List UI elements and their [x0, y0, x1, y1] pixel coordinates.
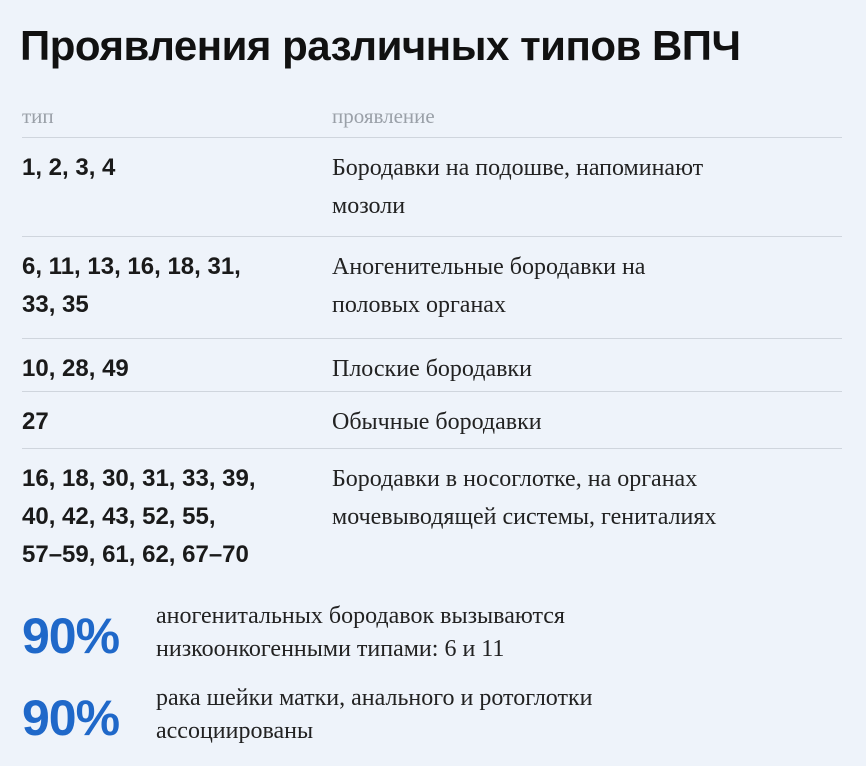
row-types-line: 27	[22, 408, 49, 435]
stat-description: аногенитальных бородавок вызываются низк…	[156, 600, 846, 666]
table-row: 6, 11, 13, 16, 18, 31, 33, 35 Аногенител…	[22, 236, 842, 338]
row-types: 1, 2, 3, 4	[22, 149, 312, 187]
row-types-line: 10, 28, 49	[22, 355, 129, 382]
row-description-line: Плоские бородавки	[332, 356, 532, 382]
page-title: Проявления различных типов ВПЧ	[20, 22, 741, 69]
row-description-line: Аногенительные бородавки на	[332, 254, 646, 280]
row-types-line: 57–59, 61, 62, 67–70	[22, 541, 249, 568]
row-description-line: Обычные бородавки	[332, 409, 542, 435]
row-description: Обычные бородавки	[332, 403, 842, 441]
row-description-line: мозоли	[332, 193, 406, 219]
column-header-manifestation: проявление	[332, 104, 435, 128]
table-row: 27 Обычные бородавки	[22, 391, 842, 448]
stat-description-line: аногенитальных бородавок вызываются	[156, 603, 565, 629]
row-description-line: Бородавки на подошве, напоминают	[332, 155, 704, 181]
table-row: 1, 2, 3, 4 Бородавки на подошве, напомин…	[22, 137, 842, 236]
stat-description: рака шейки матки, анального и ротоглотки…	[156, 682, 846, 748]
row-description: Плоские бородавки	[332, 350, 842, 388]
table-row: 16, 18, 30, 31, 33, 39, 40, 42, 43, 52, …	[22, 448, 842, 588]
row-description: Бородавки на подошве, напоминают мозоли	[332, 149, 842, 225]
row-types-line: 40, 42, 43, 52, 55,	[22, 503, 216, 530]
stat-block: 90% рака шейки матки, анального и ротогл…	[22, 685, 852, 750]
row-types-line: 1, 2, 3, 4	[22, 154, 116, 181]
row-types: 27	[22, 403, 312, 441]
stat-percentage: 90%	[22, 690, 120, 746]
row-description: Бородавки в носоглотке, на органах мочев…	[332, 460, 842, 536]
row-description-line: половых органах	[332, 292, 506, 318]
row-types: 6, 11, 13, 16, 18, 31, 33, 35	[22, 248, 312, 324]
row-types: 16, 18, 30, 31, 33, 39, 40, 42, 43, 52, …	[22, 460, 312, 574]
hpv-types-table: 1, 2, 3, 4 Бородавки на подошве, напомин…	[22, 137, 842, 588]
row-types-line: 33, 35	[22, 291, 89, 318]
row-description-line: Бородавки в носоглотке, на органах	[332, 466, 698, 492]
row-types: 10, 28, 49	[22, 350, 312, 388]
stat-description-line: низкоонкогенными типами: 6 и 11	[156, 636, 505, 662]
stat-description-line: ассоциированы	[156, 718, 314, 744]
row-types-line: 16, 18, 30, 31, 33, 39,	[22, 465, 256, 492]
column-header-type: тип	[22, 104, 54, 128]
row-description: Аногенительные бородавки на половых орга…	[332, 248, 842, 324]
stat-block: 90% аногенитальных бородавок вызываются …	[22, 603, 852, 668]
stat-description-line: рака шейки матки, анального и ротоглотки	[156, 685, 593, 711]
row-types-line: 6, 11, 13, 16, 18, 31,	[22, 253, 241, 280]
stat-percentage: 90%	[22, 608, 120, 664]
table-row: 10, 28, 49 Плоские бородавки	[22, 338, 842, 391]
row-description-line: мочевыводящей системы, гениталиях	[332, 504, 717, 530]
